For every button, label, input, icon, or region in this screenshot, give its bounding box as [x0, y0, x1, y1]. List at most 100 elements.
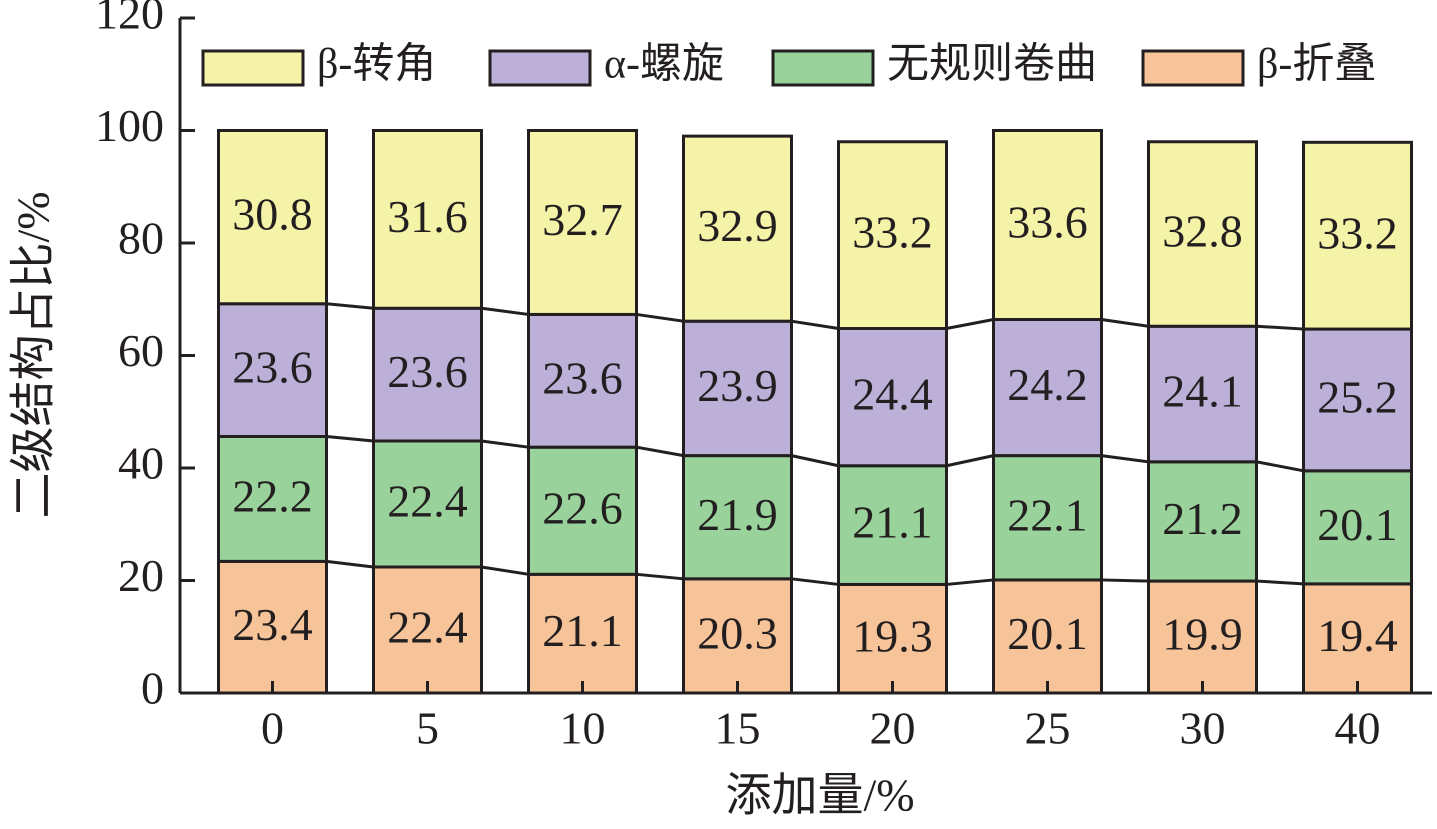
x-tick-label: 40: [1335, 703, 1381, 754]
connector-line: [791, 319, 839, 330]
value-label: 25.2: [1317, 372, 1398, 423]
x-tick-label: 30: [1180, 703, 1226, 754]
connector-line: [636, 445, 684, 458]
connector-line: [1101, 318, 1149, 328]
value-label: 23.9: [697, 360, 778, 411]
value-label: 21.2: [1162, 493, 1243, 544]
connector-line: [946, 318, 994, 330]
x-tick-label: 25: [1025, 703, 1071, 754]
connector-line: [636, 572, 684, 581]
connector-line: [791, 454, 839, 468]
bar-segment: [837, 327, 948, 468]
value-label: 23.4: [232, 599, 313, 650]
connector-line: [481, 565, 529, 576]
legend-swatch: [488, 49, 592, 87]
legend-swatch: [771, 49, 875, 87]
connector-line: [1256, 579, 1304, 586]
bar-segment: [1147, 579, 1258, 695]
connector-line: [481, 306, 529, 316]
value-label: 20.1: [1317, 499, 1398, 550]
connector-line: [946, 578, 994, 586]
x-tick-label: 15: [715, 703, 761, 754]
x-tick-label: 5: [416, 703, 439, 754]
bar-segment: [992, 454, 1103, 582]
connector-line: [1256, 460, 1304, 473]
value-label: 22.6: [542, 482, 623, 533]
y-tick-label: 100: [95, 100, 164, 151]
connector-line: [1101, 454, 1149, 464]
value-label: 24.1: [1162, 366, 1243, 417]
bar-segment: [992, 129, 1103, 321]
value-label: 31.6: [387, 191, 468, 242]
value-label: 22.1: [1007, 489, 1088, 540]
bar-segment: [1147, 460, 1258, 583]
y-tick-label: 60: [118, 325, 164, 376]
x-axis-title: 添加量/%: [725, 770, 914, 821]
value-label: 33.2: [852, 207, 933, 258]
value-label: 19.3: [852, 610, 933, 661]
connector-line: [791, 577, 839, 586]
value-label: 23.6: [232, 342, 313, 393]
bar-segment: [992, 318, 1103, 458]
bar-segment: [217, 435, 328, 563]
y-tick-label: 80: [118, 213, 164, 264]
connector-line: [946, 454, 994, 468]
value-label: 21.1: [852, 497, 933, 548]
value-label: 32.9: [697, 200, 778, 251]
value-label: 19.4: [1317, 610, 1398, 661]
bar-segment: [837, 140, 948, 330]
connector-line: [326, 559, 374, 569]
value-label: 21.9: [697, 489, 778, 540]
bar-segment: [837, 464, 948, 586]
connector-line: [1101, 578, 1149, 583]
bar-segment: [682, 577, 793, 695]
value-label: 22.2: [232, 471, 313, 522]
connector-line: [636, 312, 684, 323]
value-label: 24.4: [852, 369, 933, 420]
bar-segment: [527, 572, 638, 695]
value-label: 23.6: [542, 352, 623, 403]
value-label: 23.6: [387, 346, 468, 397]
value-label: 20.1: [1007, 608, 1088, 659]
value-label: 22.4: [387, 476, 468, 527]
value-label: 19.9: [1162, 609, 1243, 660]
value-label: 24.2: [1007, 359, 1088, 410]
y-tick-label: 20: [118, 550, 164, 601]
value-label: 33.2: [1317, 207, 1398, 258]
bar-segment: [527, 129, 638, 316]
bar-segment: [372, 129, 483, 310]
legend-swatch: [201, 49, 305, 87]
y-tick-label: 120: [95, 0, 164, 39]
y-tick-label: 0: [141, 663, 164, 714]
value-label: 33.6: [1007, 197, 1088, 248]
bar-segment: [372, 565, 483, 695]
x-tick-label: 20: [870, 703, 916, 754]
legend-swatch: [1141, 49, 1245, 87]
value-label: 30.8: [232, 189, 313, 240]
value-label: 20.3: [697, 607, 778, 658]
connector-line: [1256, 324, 1304, 331]
legend-label: 无规则卷曲: [887, 42, 1097, 88]
y-tick-label: 40: [118, 438, 164, 489]
legend-label: β-转角: [317, 42, 436, 88]
value-label: 21.1: [542, 605, 623, 656]
bar-segment: [1302, 582, 1413, 695]
value-label: 22.4: [387, 602, 468, 653]
bar-segment: [217, 302, 328, 438]
y-axis-title: 二级结构占比/%: [8, 191, 59, 518]
x-tick-label: 10: [560, 703, 606, 754]
bar-segment: [217, 129, 328, 306]
legend-label: β-折叠: [1257, 42, 1376, 88]
x-tick-label: 0: [261, 703, 284, 754]
bar-segment: [1302, 140, 1413, 331]
bar-segment: [682, 134, 793, 323]
bar-segment: [527, 445, 638, 576]
connector-line: [481, 439, 529, 449]
bar-segment: [1147, 140, 1258, 328]
connector-line: [326, 435, 374, 443]
value-label: 32.8: [1162, 206, 1243, 257]
value-label: 32.7: [542, 194, 623, 245]
bar-segment: [1147, 324, 1258, 464]
connector-line: [326, 302, 374, 310]
